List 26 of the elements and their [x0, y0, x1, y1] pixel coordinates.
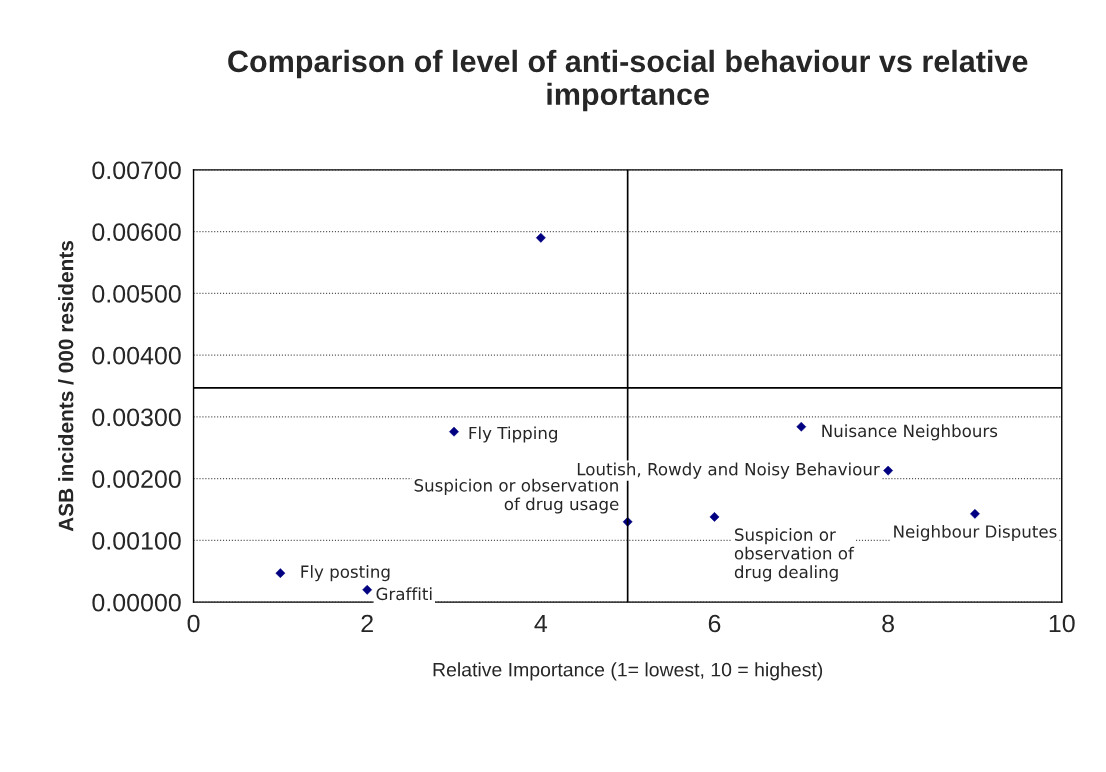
annotation: Graffiti	[376, 587, 432, 601]
y-tick-label: 0.00000	[92, 593, 181, 612]
annotation: Neighbour Disputes	[894, 524, 1057, 542]
x-tick-label: 2	[361, 614, 373, 633]
y-tick-label: 0.00200	[92, 470, 181, 488]
annotation: Fly Tipping	[469, 426, 557, 443]
y-axis-title: ASB incidents / 000 residents	[58, 240, 74, 532]
x-tick-label: 0	[187, 614, 200, 633]
annotation: Nuisance Neighbours	[822, 424, 998, 441]
x-tick-label: 8	[882, 614, 894, 633]
y-tick-label: 0.00600	[92, 223, 181, 241]
x-tick-label: 6	[708, 614, 721, 633]
annotation: Fly posting	[301, 565, 390, 582]
y-tick-label: 0.00100	[92, 532, 181, 550]
x-axis-title: Relative Importance (1= lowest, 10 = highest)	[433, 662, 823, 681]
point	[796, 421, 807, 432]
annotation: Loutish, Rowdy and Noisy Behaviour	[577, 462, 880, 479]
x-tick-label: 4	[534, 614, 548, 633]
y-tick-label: 0.00400	[92, 346, 181, 365]
annotation: Suspicion or observation of drug dealing	[734, 528, 855, 582]
y-tick-label: 0.00300	[92, 408, 181, 427]
y-tick-label: 0.00700	[92, 161, 181, 180]
x-tick-label: 10	[1049, 614, 1075, 633]
chart-title: Comparison of level of anti-social behaviour vs relative importance	[228, 49, 1028, 112]
annotation: Suspicion or observation of drug usage	[414, 478, 619, 514]
y-tick-label: 0.00500	[92, 284, 181, 303]
